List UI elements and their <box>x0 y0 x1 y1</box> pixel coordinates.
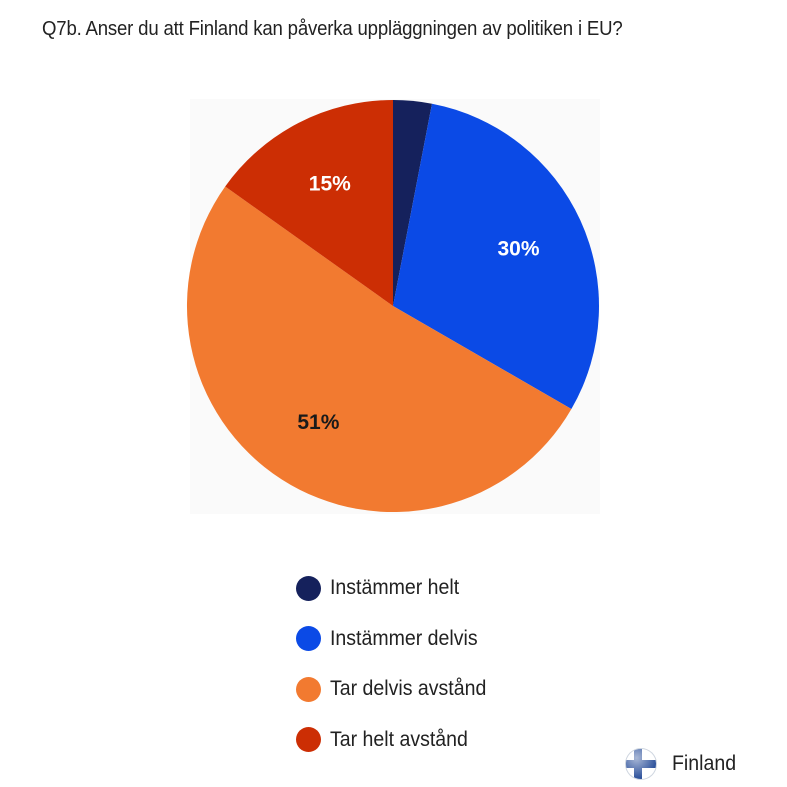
legend-swatch <box>296 727 321 753</box>
legend-label: Instämmer delvis <box>330 626 478 650</box>
legend-item: Instämmer helt <box>296 563 498 614</box>
legend-item: Tar delvis avstånd <box>296 664 498 715</box>
slice-data-label-4: 15% <box>309 172 351 195</box>
pie-slice-1 <box>393 99 432 306</box>
finland-flag-icon <box>625 748 657 780</box>
legend-label: Tar helt avstånd <box>330 727 468 751</box>
legend-item: Tar helt avstånd <box>296 715 498 766</box>
slice-data-label-3: 51% <box>297 411 339 434</box>
pie-slice-3 <box>186 186 572 513</box>
pie-slice-2 <box>393 103 600 409</box>
chart-title: Q7b. Anser du att Finland kan påverka up… <box>42 18 623 40</box>
country-indicator: Finland <box>624 747 741 781</box>
slice-data-label-2: 30% <box>497 238 539 261</box>
legend: Instämmer helt Instämmer delvis Tar delvis… <box>296 563 498 765</box>
legend-label: Instämmer helt <box>330 576 460 600</box>
country-label: Finland <box>672 752 737 775</box>
legend-swatch <box>296 575 321 601</box>
legend-swatch <box>296 676 321 702</box>
legend-swatch <box>296 626 321 652</box>
legend-label: Tar delvis avstånd <box>330 677 487 701</box>
legend-item: Instämmer delvis <box>296 614 498 665</box>
pie-slice-4 <box>225 100 393 306</box>
